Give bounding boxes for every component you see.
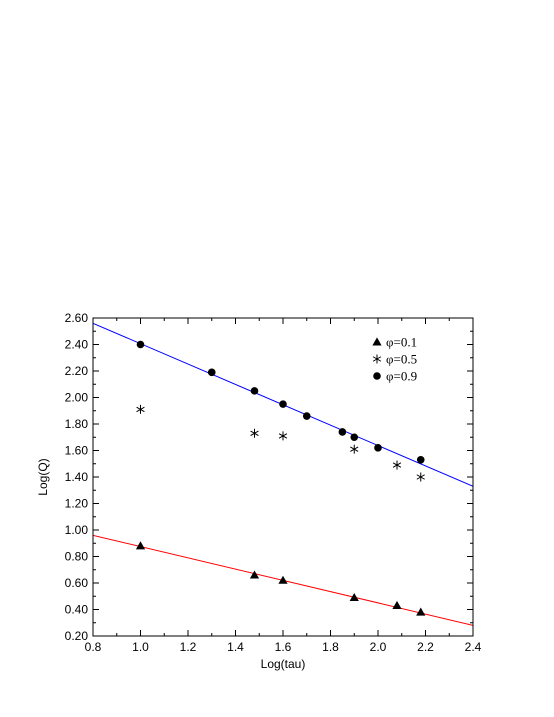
data-point-asterisk: [392, 460, 402, 470]
y-tick-label: 2.20: [65, 364, 89, 378]
y-axis-ticks: 0.20 0.40 0.60 0.80 1.00 1.20 1.40 1.60 1.80 2.00…: [65, 311, 473, 643]
data-point-triangle: [349, 592, 359, 602]
y-tick-label: 1.20: [65, 497, 89, 511]
x-tick-label: 1.0: [132, 640, 149, 654]
data-point-asterisk: [250, 428, 259, 438]
x-axis-title: Log(tau): [261, 657, 306, 671]
y-tick-label: 2.00: [65, 391, 89, 405]
legend-marker-triangle: [372, 337, 382, 346]
y-tick-label: 2.60: [65, 311, 89, 325]
x-tick-label: 2.4: [465, 640, 482, 654]
x-axis-ticks: 0.8 1.0 1.2 1.4 1.6 1.8 2.0 2.2 2.4: [85, 318, 482, 654]
y-tick-label: 1.40: [65, 470, 89, 484]
y-tick-label: 1.60: [65, 444, 89, 458]
data-point-asterisk: [416, 472, 425, 482]
data-point-circle: [302, 412, 311, 420]
data-point-circle: [207, 368, 216, 377]
x-tick-label: 1.8: [322, 640, 339, 654]
y-tick-label: 0.40: [65, 603, 89, 617]
axes: 0.8 1.0 1.2 1.4 1.6 1.8 2.0 2.2 2.4 0.20 0.40 0.60…: [65, 311, 482, 654]
data-point-circle: [136, 340, 145, 349]
y-tick-label: 2.40: [65, 338, 89, 352]
legend-marker-circle: [373, 372, 381, 380]
legend: φ=0.1 φ=0.5 φ=0.9: [372, 335, 417, 384]
data-point-triangle: [135, 541, 146, 550]
y-tick-label: 0.80: [65, 550, 89, 564]
data-point-circle: [374, 444, 382, 452]
legend-label: φ=0.1: [386, 335, 417, 350]
data-point-triangle: [278, 575, 288, 584]
x-tick-label: 2.0: [370, 640, 387, 654]
legend-label: φ=0.5: [386, 352, 417, 367]
data-point-circle: [338, 428, 347, 436]
data-point-triangle: [416, 607, 426, 616]
data-point-asterisk: [350, 444, 359, 454]
legend-marker-asterisk: [372, 354, 382, 364]
x-tick-label: 2.2: [417, 640, 434, 654]
data-points: [135, 340, 426, 616]
data-point-triangle: [392, 600, 402, 609]
y-tick-label: 1.00: [65, 523, 89, 537]
legend-label: φ=0.9: [386, 369, 417, 384]
x-tick-label: 1.6: [275, 640, 292, 654]
data-point-asterisk: [278, 431, 288, 441]
data-point-circle: [350, 433, 359, 442]
y-tick-label: 1.80: [65, 417, 89, 431]
data-point-triangle: [249, 570, 260, 579]
x-tick-label: 0.8: [85, 640, 102, 654]
data-point-circle: [416, 455, 425, 464]
data-point-asterisk: [136, 404, 145, 414]
data-point-circle: [250, 387, 259, 395]
data-point-circle: [279, 400, 287, 408]
x-tick-label: 1.4: [227, 640, 244, 654]
y-tick-label: 0.20: [65, 629, 89, 643]
x-tick-label: 1.2: [180, 640, 197, 654]
y-tick-label: 0.60: [65, 576, 89, 590]
y-axis-title: Log(Q): [36, 458, 50, 495]
